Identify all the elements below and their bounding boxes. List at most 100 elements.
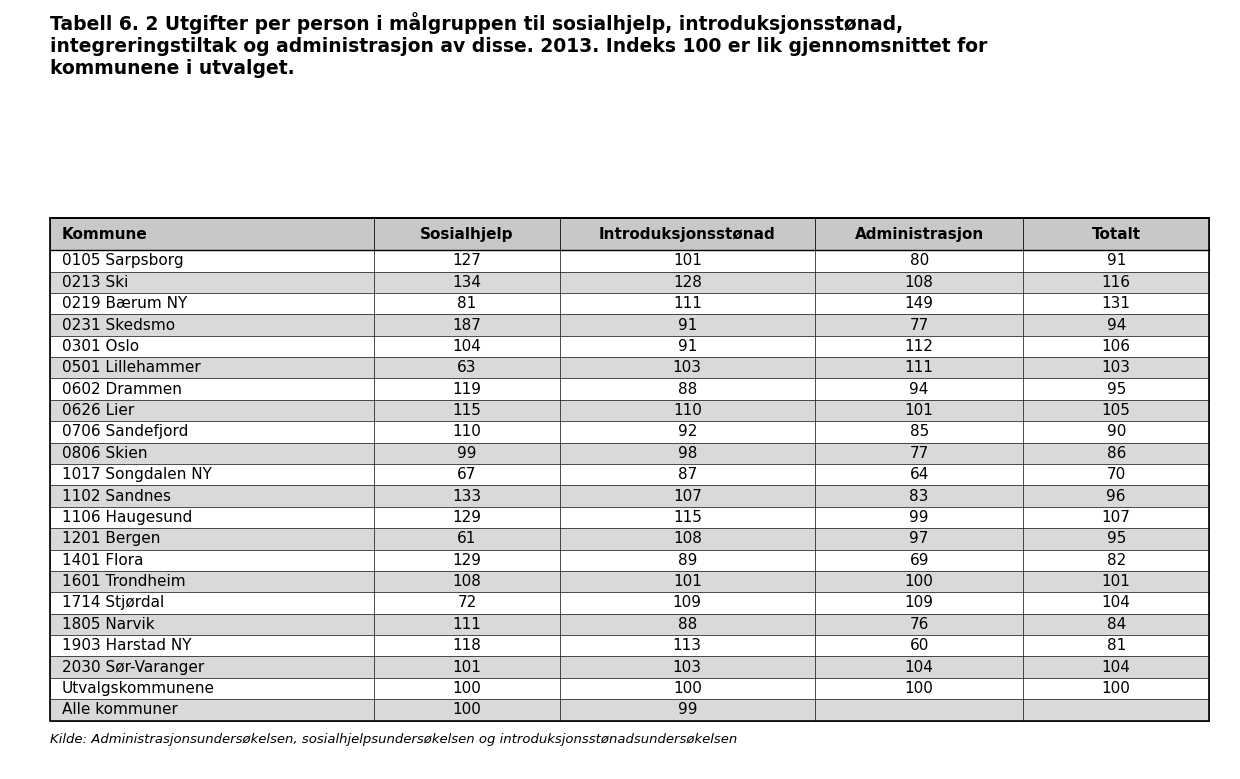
Text: 108: 108 <box>905 275 934 290</box>
Text: 77: 77 <box>909 446 929 461</box>
Text: 103: 103 <box>1102 360 1131 375</box>
Text: 128: 128 <box>673 275 702 290</box>
Text: 98: 98 <box>677 446 697 461</box>
Text: 63: 63 <box>458 360 476 375</box>
Text: 0231 Skedsmo: 0231 Skedsmo <box>62 318 175 333</box>
Text: 1601 Trondheim: 1601 Trondheim <box>62 574 186 589</box>
Text: 95: 95 <box>1106 531 1126 546</box>
Text: 86: 86 <box>1106 446 1126 461</box>
Text: 113: 113 <box>673 638 702 654</box>
Text: 111: 111 <box>673 296 702 311</box>
Text: Utvalgskommunene: Utvalgskommunene <box>62 681 215 696</box>
Text: 101: 101 <box>905 403 934 418</box>
Text: 112: 112 <box>905 339 934 354</box>
Text: 83: 83 <box>909 488 929 503</box>
Text: 110: 110 <box>453 425 481 439</box>
Text: 1106 Haugesund: 1106 Haugesund <box>62 510 192 525</box>
Text: 119: 119 <box>453 382 481 397</box>
Text: 115: 115 <box>673 510 702 525</box>
Text: 88: 88 <box>677 382 697 397</box>
Text: 84: 84 <box>1106 617 1126 632</box>
Text: 100: 100 <box>453 681 481 696</box>
Text: 101: 101 <box>673 253 702 269</box>
Text: 88: 88 <box>677 617 697 632</box>
Text: 99: 99 <box>458 446 476 461</box>
Text: Kommune: Kommune <box>62 227 148 241</box>
Text: 116: 116 <box>1102 275 1131 290</box>
Text: 101: 101 <box>1102 574 1131 589</box>
Text: 94: 94 <box>1106 318 1126 333</box>
Text: 0213 Ski: 0213 Ski <box>62 275 129 290</box>
Text: 61: 61 <box>458 531 476 546</box>
Text: 100: 100 <box>1102 681 1131 696</box>
Text: 115: 115 <box>453 403 481 418</box>
Text: 100: 100 <box>673 681 702 696</box>
Text: 97: 97 <box>909 531 929 546</box>
Text: 95: 95 <box>1106 382 1126 397</box>
Text: 104: 104 <box>1102 595 1131 611</box>
Text: 103: 103 <box>673 360 702 375</box>
Text: 100: 100 <box>453 703 481 717</box>
Text: 134: 134 <box>453 275 481 290</box>
Text: 91: 91 <box>677 318 697 333</box>
Text: 107: 107 <box>1102 510 1131 525</box>
Text: 104: 104 <box>1102 660 1131 675</box>
Text: 70: 70 <box>1106 467 1126 482</box>
Text: 99: 99 <box>909 510 929 525</box>
Text: 1401 Flora: 1401 Flora <box>62 553 144 568</box>
Text: 64: 64 <box>909 467 929 482</box>
Text: 0105 Sarpsborg: 0105 Sarpsborg <box>62 253 184 269</box>
Text: 91: 91 <box>677 339 697 354</box>
Text: 0626 Lier: 0626 Lier <box>62 403 134 418</box>
Text: 0301 Oslo: 0301 Oslo <box>62 339 139 354</box>
Text: 127: 127 <box>453 253 481 269</box>
Text: 76: 76 <box>909 617 929 632</box>
Text: 149: 149 <box>905 296 934 311</box>
Text: 1201 Bergen: 1201 Bergen <box>62 531 160 546</box>
Text: 104: 104 <box>905 660 934 675</box>
Text: 77: 77 <box>909 318 929 333</box>
Text: 129: 129 <box>453 510 481 525</box>
Text: 1903 Harstad NY: 1903 Harstad NY <box>62 638 191 654</box>
Text: 1102 Sandnes: 1102 Sandnes <box>62 488 171 503</box>
Text: 118: 118 <box>453 638 481 654</box>
Text: 99: 99 <box>677 703 697 717</box>
Text: Tabell 6. 2 Utgifter per person i målgruppen til sosialhjelp, introduksjonsstøna: Tabell 6. 2 Utgifter per person i målgru… <box>50 12 987 78</box>
Text: 69: 69 <box>909 553 929 568</box>
Text: 1017 Songdalen NY: 1017 Songdalen NY <box>62 467 212 482</box>
Text: 104: 104 <box>453 339 481 354</box>
Text: 187: 187 <box>453 318 481 333</box>
Text: 0219 Bærum NY: 0219 Bærum NY <box>62 296 187 311</box>
Text: 129: 129 <box>453 553 481 568</box>
Text: 90: 90 <box>1106 425 1126 439</box>
Text: 0602 Drammen: 0602 Drammen <box>62 382 182 397</box>
Text: 67: 67 <box>458 467 476 482</box>
Text: 81: 81 <box>458 296 476 311</box>
Text: 108: 108 <box>673 531 702 546</box>
Text: 85: 85 <box>909 425 929 439</box>
Text: 111: 111 <box>453 617 481 632</box>
Text: 103: 103 <box>673 660 702 675</box>
Text: 82: 82 <box>1106 553 1126 568</box>
Text: 131: 131 <box>1102 296 1131 311</box>
Text: 80: 80 <box>909 253 929 269</box>
Text: 81: 81 <box>1106 638 1126 654</box>
Text: 1714 Stjørdal: 1714 Stjørdal <box>62 595 164 611</box>
Text: Sosialhjelp: Sosialhjelp <box>420 227 513 241</box>
Text: 111: 111 <box>905 360 934 375</box>
Text: 1805 Narvik: 1805 Narvik <box>62 617 155 632</box>
Text: 133: 133 <box>453 488 481 503</box>
Text: 0501 Lillehammer: 0501 Lillehammer <box>62 360 201 375</box>
Text: 109: 109 <box>673 595 702 611</box>
Text: 107: 107 <box>673 488 702 503</box>
Text: 101: 101 <box>673 574 702 589</box>
Text: 101: 101 <box>453 660 481 675</box>
Text: 2030 Sør-Varanger: 2030 Sør-Varanger <box>62 660 205 675</box>
Text: 0706 Sandefjord: 0706 Sandefjord <box>62 425 188 439</box>
Text: 106: 106 <box>1102 339 1131 354</box>
Text: 108: 108 <box>453 574 481 589</box>
Text: Introduksjonsstønad: Introduksjonsstønad <box>599 227 776 241</box>
Text: 100: 100 <box>905 574 934 589</box>
Text: 109: 109 <box>905 595 934 611</box>
Text: 89: 89 <box>677 553 697 568</box>
